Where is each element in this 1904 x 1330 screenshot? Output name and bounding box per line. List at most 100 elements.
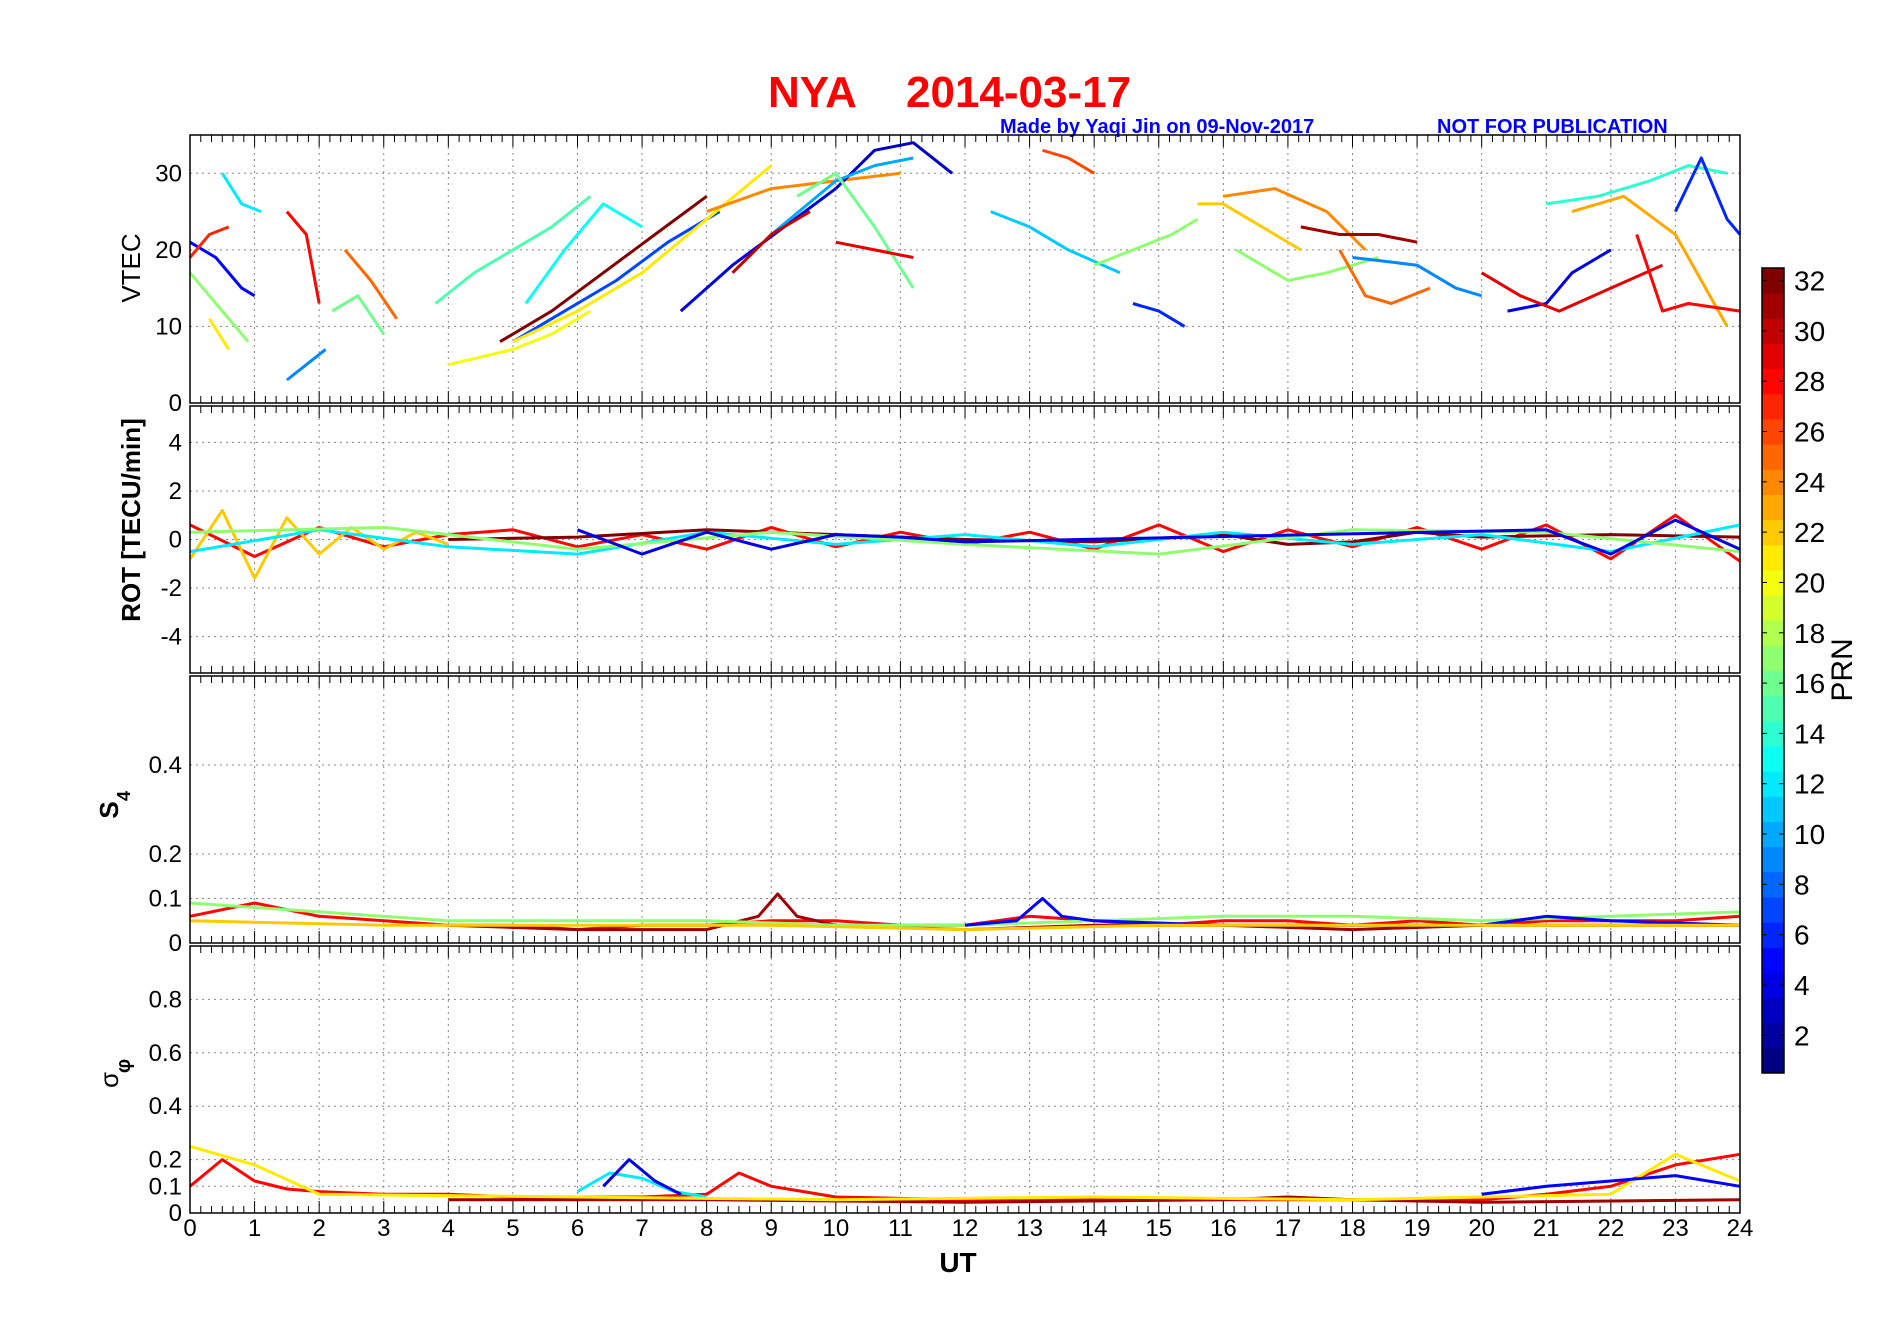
colorbar-swatch [1762,393,1784,420]
colorbar-swatch [1762,821,1784,848]
colorbar-swatch [1762,1022,1784,1049]
series-prn-25 [1338,249,1431,305]
colorbar-tick-label: 2 [1794,1020,1810,1051]
panel-frame [189,945,1741,1214]
colorbar-swatch [1762,947,1784,973]
publication-notice: NOT FOR PUBLICATION [1437,116,1668,138]
x-tick-label: 23 [1662,1215,1689,1242]
x-tick-label: 3 [377,1215,390,1242]
station-title: NYA [768,68,857,117]
s4-ylabel: S 4 [94,791,134,819]
y-tick-label: 0.2 [149,1147,182,1174]
colorbar-tick-label: 16 [1794,668,1825,699]
x-tick-label: 21 [1533,1215,1560,1242]
colorbar-swatch [1762,318,1784,344]
series-prn-5 [1481,1174,1741,1196]
x-tick-label: 16 [1210,1215,1237,1242]
series-prn-15 [434,195,592,305]
colorbar-swatch [1762,645,1784,671]
series-prn-7 [512,210,721,343]
colorbar-swatch [1762,418,1784,445]
credit-note: Made by Yaqi Jin on 09-Nov-2017 [1000,116,1314,138]
series-prn-3 [834,141,954,190]
series-prn-4 [1507,248,1612,313]
series-prn-10 [770,156,914,236]
x-tick-label: 6 [571,1215,584,1242]
x-tick-label: 11 [888,1215,913,1242]
colorbar-swatch [1762,746,1784,772]
series-prn-17 [188,271,250,343]
series-prn-29 [835,240,914,259]
y-tick-label: 30 [155,160,182,187]
series-prn-32 [448,528,1741,546]
colorbar-tick-label: 22 [1794,517,1825,548]
colorbar-swatch [1762,796,1784,822]
series-prn-26 [1042,148,1095,175]
colorbar-tick-label: 20 [1794,567,1825,598]
colorbar-swatch [1762,293,1784,319]
colorbar-swatch [1762,368,1784,395]
rot-ylabel: ROT [TECU/min] [116,418,146,622]
x-tick-label: 13 [1016,1215,1043,1242]
colorbar-swatch [1762,846,1784,873]
colorbar-swatch [1762,444,1784,470]
series-prn-23 [1571,194,1729,328]
colorbar-swatch [1762,268,1784,294]
rot-panel: -4 -2 0 2 4 [161,405,1741,674]
y-tick-label: 0.1 [149,1173,182,1200]
colorbar-swatch [1762,771,1784,797]
series-prn-13 [524,202,643,305]
x-tick-label: 14 [1081,1215,1108,1242]
series-prn-21 [512,164,773,344]
colorbar-tick-label: 14 [1794,718,1825,749]
vtec-ylabel: VTEC [116,233,146,302]
series-prn-22 [188,508,449,580]
series-prn-22 [189,919,1740,932]
y-tick-label: -4 [161,624,182,651]
series-prn-32 [499,195,708,343]
series-prn-4 [576,518,1741,556]
y-tick-label: 0.8 [149,986,182,1013]
x-tick-label: 1 [248,1215,261,1242]
series-prn-16 [796,171,915,289]
sigma-phi-panel: 00.10.2 0.4 0.6 0.8 [149,945,1741,1227]
series-prn-5 [964,897,1741,927]
x-tick-label: 12 [952,1215,979,1242]
series-prn-29 [1480,263,1664,313]
y-tick-label: 4 [169,429,182,456]
panel-frame [189,405,1741,674]
series-prn-9 [1352,256,1483,298]
series-prn-4 [602,1158,682,1196]
x-tick-label: 4 [442,1215,455,1242]
colorbar-swatch [1762,720,1784,747]
colorbar-swatch [1762,620,1784,646]
y-tick-label: 0.6 [149,1040,182,1067]
series-prn-12 [576,1171,707,1199]
series-prn-24 [706,171,901,214]
y-tick-label: 0.4 [149,752,182,779]
x-tick-label: 17 [1275,1215,1302,1242]
series-prn-4 [679,187,837,313]
colorbar-swatch [1762,469,1784,495]
series-prn-22 [1197,202,1302,252]
x-tick-label: 19 [1404,1215,1431,1242]
colorbar-swatch [1762,569,1784,596]
series-prn-12 [221,172,262,213]
y-tick-label: 0.4 [149,1093,182,1120]
y-tick-label: 0 [169,930,182,957]
series-prn-20 [447,309,592,367]
y-tick-label: 20 [155,237,182,264]
series-prn-28 [1635,234,1741,313]
panel-frame [189,675,1741,944]
colorbar-swatch [1762,1047,1784,1074]
colorbar-tick-label: 6 [1794,920,1810,951]
vtec-panel: 0 10 20 30 [155,134,1742,417]
svg-text:σ: σ [94,1072,124,1088]
series-prn-12 [189,523,1741,556]
series-prn-5 [189,240,256,298]
series-prn-25 [343,248,398,320]
x-tick-label: 0 [183,1215,196,1242]
series-prn-24 [1223,187,1367,251]
x-tick-label: 5 [506,1215,519,1242]
colorbar-tick-label: 28 [1794,366,1825,397]
